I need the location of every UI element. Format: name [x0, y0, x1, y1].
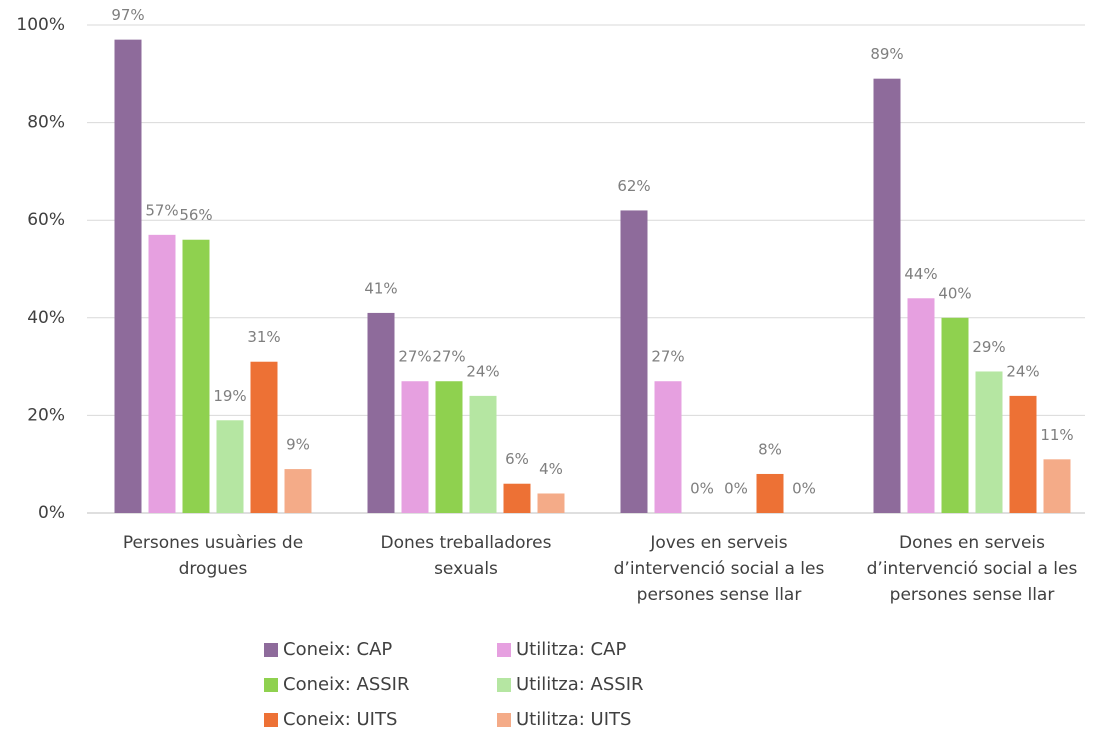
- data-label: 41%: [364, 279, 397, 297]
- data-label: 62%: [617, 177, 650, 195]
- legend-label: Coneix: UITS: [283, 709, 397, 730]
- data-label: 0%: [792, 480, 816, 498]
- bar: [907, 298, 935, 513]
- data-label: 8%: [758, 440, 782, 458]
- x-tick-label: Joves en serveis d’intervenció social a …: [613, 533, 825, 605]
- bar: [401, 381, 429, 513]
- bar: [975, 371, 1003, 513]
- bar: [620, 210, 648, 513]
- y-tick-label: 80%: [27, 113, 65, 133]
- bar: [941, 317, 969, 513]
- legend-label: Coneix: CAP: [283, 639, 392, 660]
- x-tick-label: Dones treballadores sexuals: [380, 533, 552, 579]
- legend-label: Utilitza: CAP: [516, 639, 626, 660]
- data-label: 24%: [466, 362, 499, 380]
- bar: [148, 234, 176, 513]
- data-label: 89%: [870, 45, 903, 63]
- bar: [216, 420, 244, 513]
- bar: [250, 361, 278, 513]
- bar: [1043, 459, 1071, 513]
- data-label: 11%: [1040, 426, 1073, 444]
- y-tick-label: 20%: [27, 405, 65, 425]
- y-tick-label: 100%: [16, 15, 65, 35]
- data-label: 27%: [432, 348, 465, 366]
- data-label: 27%: [651, 348, 684, 366]
- legend-swatch: [264, 643, 278, 657]
- bar: [1009, 395, 1037, 513]
- data-label: 19%: [213, 387, 246, 405]
- data-label: 56%: [179, 206, 212, 224]
- bar: [114, 39, 142, 513]
- legend-label: Utilitza: UITS: [516, 709, 631, 730]
- data-label: 0%: [724, 480, 748, 498]
- bar: [503, 483, 531, 513]
- data-label: 97%: [111, 6, 144, 24]
- bar: [873, 78, 901, 514]
- bar: [284, 469, 312, 513]
- bar: [654, 381, 682, 513]
- y-tick-label: 60%: [27, 210, 65, 230]
- bar: [182, 239, 210, 513]
- data-label: 40%: [938, 284, 971, 302]
- legend-label: Coneix: ASSIR: [283, 674, 409, 695]
- bar: [435, 381, 463, 513]
- legend-swatch: [264, 678, 278, 692]
- data-label: 4%: [539, 460, 563, 478]
- bar: [537, 493, 565, 513]
- data-label: 29%: [972, 338, 1005, 356]
- data-label: 44%: [904, 265, 937, 283]
- x-tick-label: Persones usuàries de drogues: [122, 533, 304, 579]
- y-tick-label: 0%: [38, 503, 65, 523]
- data-label: 27%: [398, 348, 431, 366]
- data-label: 24%: [1006, 362, 1039, 380]
- bar: [756, 473, 784, 513]
- x-tick-label: Dones en serveis d’intervenció social a …: [866, 533, 1078, 605]
- legend-swatch: [497, 678, 511, 692]
- y-tick-label: 40%: [27, 308, 65, 328]
- data-label: 6%: [505, 450, 529, 468]
- data-label: 0%: [690, 480, 714, 498]
- data-label: 57%: [145, 201, 178, 219]
- data-label: 9%: [286, 436, 310, 454]
- bar: [367, 312, 395, 513]
- legend-swatch: [497, 643, 511, 657]
- legend-swatch: [497, 713, 511, 727]
- legend-swatch: [264, 713, 278, 727]
- legend-label: Utilitza: ASSIR: [516, 674, 644, 695]
- data-label: 31%: [247, 328, 280, 346]
- bar: [469, 395, 497, 513]
